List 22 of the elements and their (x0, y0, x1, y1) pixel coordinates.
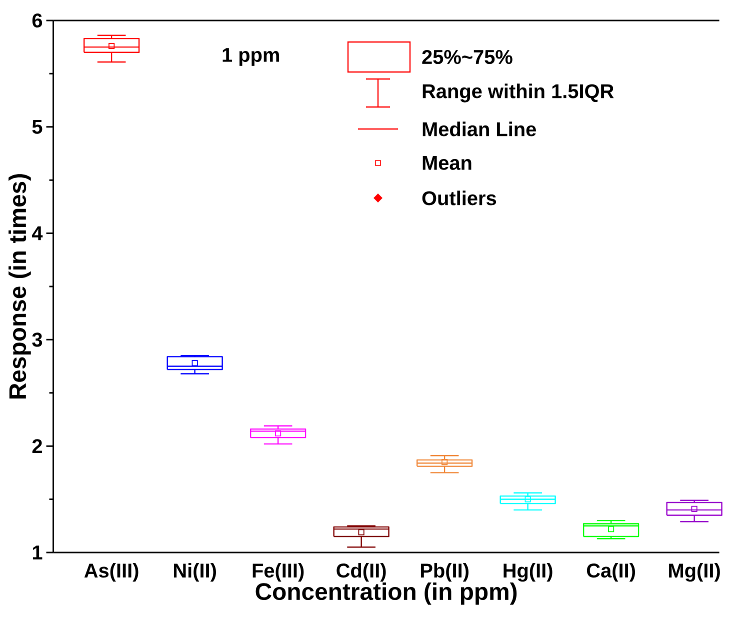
y-tick-label: 4 (32, 226, 43, 240)
annotation: 1 ppm (222, 48, 279, 66)
x-tick-label: Ca(II) (586, 563, 635, 582)
x-axis-title: Concentration (in ppm) (256, 582, 517, 605)
x-tick-label: Ni(II) (174, 563, 216, 582)
y-tick-label: 1 (32, 546, 42, 560)
x-tick-label: Hg(II) (504, 563, 552, 582)
annotation: Median Line (422, 122, 536, 136)
annotation: Mean (422, 156, 472, 170)
x-tick-label: Mg(II) (669, 563, 720, 582)
x-tick-label: Cd(II) (336, 563, 386, 582)
x-tick-label: Fe(III) (252, 563, 304, 582)
y-tick-label: 5 (32, 120, 42, 134)
annotation: 25%~75% (422, 50, 512, 64)
x-tick-label: Pb(II) (420, 563, 468, 582)
y-tick-label: 6 (32, 13, 42, 28)
annotation: Range within 1.5IQR (422, 84, 614, 102)
y-tick-label: 3 (32, 332, 42, 347)
annotation: Outliers (422, 190, 496, 206)
x-tick-label: As(III) (84, 563, 138, 582)
y-tick-label: 2 (32, 439, 42, 454)
y-axis-title: Response (in times) (8, 174, 31, 398)
